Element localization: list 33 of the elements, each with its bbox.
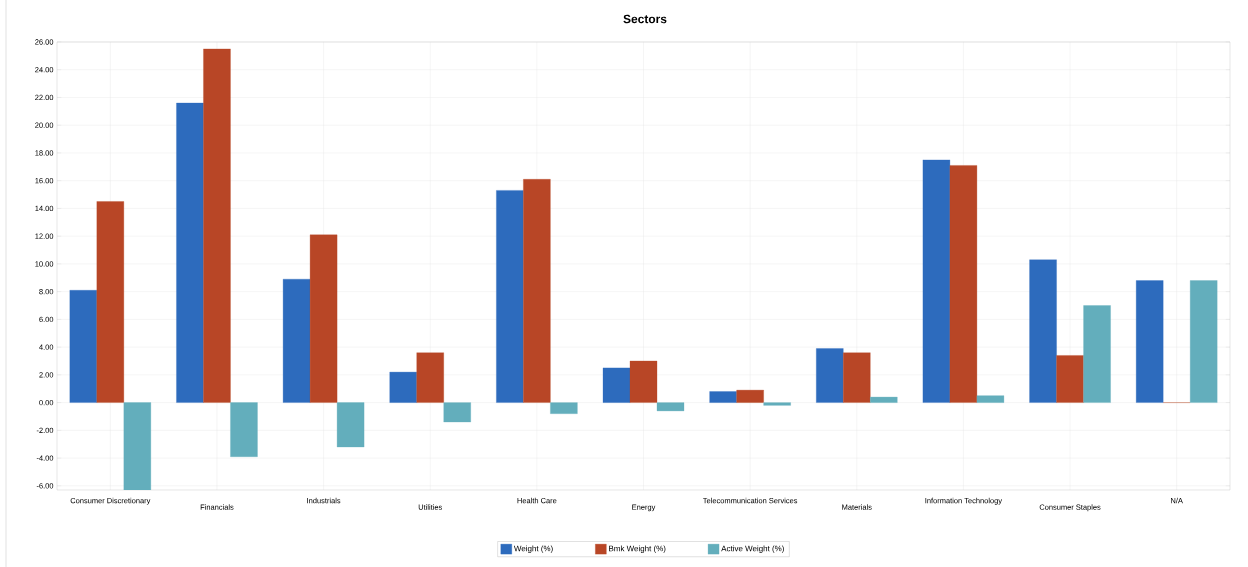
bar xyxy=(416,352,444,403)
bar xyxy=(843,352,871,403)
bar xyxy=(443,402,471,423)
bar xyxy=(123,402,151,490)
bar xyxy=(763,402,791,406)
bar xyxy=(203,48,231,403)
bar xyxy=(230,402,258,457)
bar xyxy=(922,159,951,403)
bar xyxy=(656,402,685,412)
bar xyxy=(282,279,311,403)
bar xyxy=(870,396,898,403)
bar xyxy=(309,234,338,403)
bar xyxy=(176,102,204,403)
bar xyxy=(69,290,97,403)
bar xyxy=(496,190,524,403)
bar xyxy=(816,348,844,403)
bar xyxy=(976,395,1005,403)
bar xyxy=(1029,259,1057,403)
bar xyxy=(736,389,764,403)
chart-title: Sectors xyxy=(623,14,667,24)
bar xyxy=(96,201,124,403)
bar xyxy=(602,367,631,403)
bar xyxy=(389,371,417,403)
bar xyxy=(1136,280,1164,403)
bar xyxy=(550,402,578,414)
bar xyxy=(629,360,658,403)
bar xyxy=(1083,305,1111,403)
bar xyxy=(1190,280,1218,403)
bar xyxy=(709,391,737,403)
bar xyxy=(523,179,551,403)
bar xyxy=(949,165,978,403)
bar xyxy=(336,402,365,448)
bar xyxy=(1056,355,1084,403)
